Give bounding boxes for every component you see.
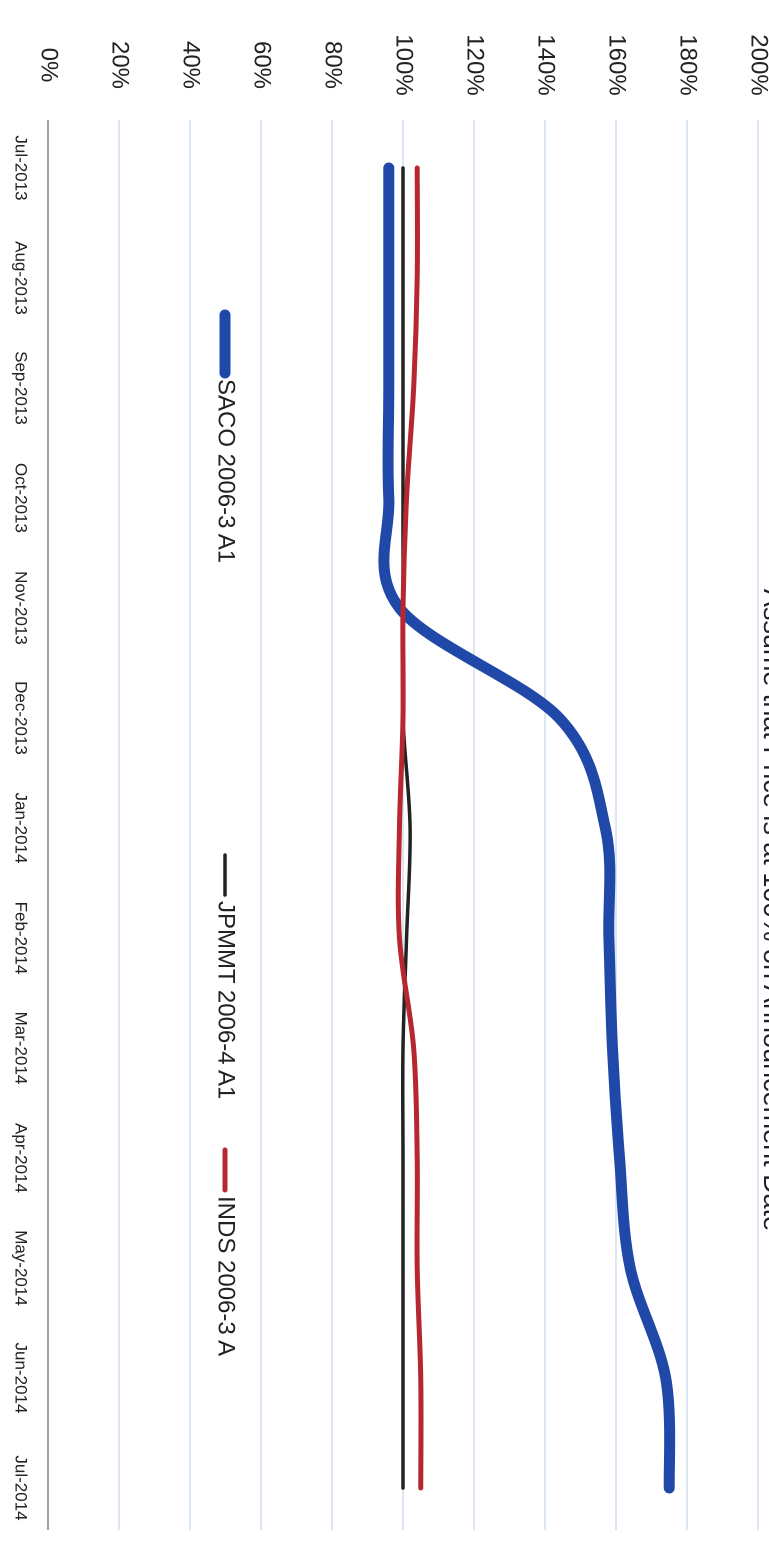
series-line xyxy=(378,162,676,1494)
y-tick-label: 120% xyxy=(462,34,489,95)
x-tick-label: Nov-2013 xyxy=(12,571,31,645)
y-tick-label: 0% xyxy=(36,48,63,83)
y-tick-label: 160% xyxy=(604,34,631,95)
y-tick-label: 20% xyxy=(107,41,134,89)
y-tick-label: 40% xyxy=(178,41,205,89)
legend-label: SACO 2006-3 A1 xyxy=(213,379,240,563)
series-line xyxy=(395,165,424,1491)
y-tick-label: 60% xyxy=(249,41,276,89)
x-tick-label: Sep-2013 xyxy=(12,351,31,425)
legend-label: INDS 2006-3 A xyxy=(213,1196,240,1356)
chart-title: Assume that Price is at 100% on Announce… xyxy=(758,589,769,1231)
y-tick-label: 140% xyxy=(533,34,560,95)
x-tick-label: Apr-2014 xyxy=(12,1123,31,1193)
x-tick-label: Dec-2013 xyxy=(12,681,31,755)
series-line xyxy=(400,166,412,1490)
x-tick-label: Feb-2014 xyxy=(12,902,31,975)
y-tick-label: 200% xyxy=(746,34,769,95)
legend-label: JPMMT 2006-4 A1 xyxy=(213,901,240,1099)
y-tick-label: 100% xyxy=(391,34,418,95)
x-tick-label: Jan-2014 xyxy=(12,793,31,864)
y-tick-label: 80% xyxy=(320,41,347,89)
x-tick-label: Jun-2014 xyxy=(12,1343,31,1414)
y-tick-label: 180% xyxy=(675,34,702,95)
x-tick-label: Jul-2014 xyxy=(12,1455,31,1520)
x-tick-label: Aug-2013 xyxy=(12,241,31,315)
x-tick-label: Oct-2013 xyxy=(12,463,31,533)
x-tick-label: Mar-2014 xyxy=(12,1012,31,1085)
x-tick-label: May-2014 xyxy=(12,1230,31,1306)
x-tick-label: Jul-2013 xyxy=(12,135,31,200)
